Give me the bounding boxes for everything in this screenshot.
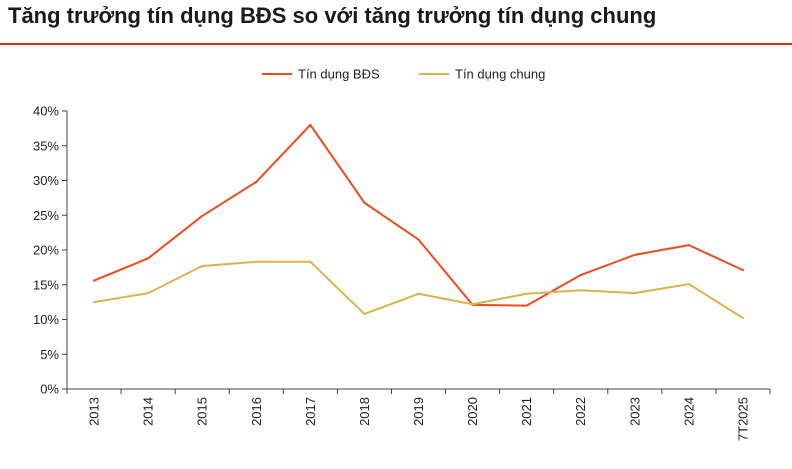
chart-title: Tăng trưởng tín dụng BĐS so với tăng trư… bbox=[8, 3, 657, 28]
series-line bbox=[93, 123, 744, 307]
legend: Tín dụng BĐS Tín dụng chung bbox=[262, 67, 545, 82]
data-point bbox=[633, 253, 636, 256]
x-tick-label: 7T2025 bbox=[735, 397, 750, 441]
data-point bbox=[525, 292, 528, 295]
data-point bbox=[363, 312, 366, 315]
data-point bbox=[147, 292, 150, 295]
data-point bbox=[471, 303, 474, 306]
data-point bbox=[579, 274, 582, 277]
y-tick-label: 20% bbox=[33, 243, 59, 258]
x-tick-label: 2017 bbox=[303, 397, 318, 426]
x-tick-label: 2020 bbox=[465, 397, 480, 426]
data-point bbox=[363, 201, 366, 204]
data-point bbox=[687, 283, 690, 286]
y-tick-label: 35% bbox=[33, 138, 59, 153]
y-tick-label: 25% bbox=[33, 208, 59, 223]
legend-label: Tín dụng chung bbox=[455, 67, 545, 82]
legend-label: Tín dụng BĐS bbox=[298, 67, 380, 82]
data-point bbox=[255, 180, 258, 183]
data-point bbox=[255, 260, 258, 263]
data-point bbox=[201, 264, 204, 267]
data-point bbox=[201, 214, 204, 217]
y-tick-label: 40% bbox=[33, 104, 59, 119]
y-tick-label: 30% bbox=[33, 173, 59, 188]
series-layer bbox=[93, 123, 744, 320]
x-tick-label: 2013 bbox=[87, 397, 102, 426]
series-line bbox=[93, 260, 744, 320]
x-tick-label: 2016 bbox=[249, 397, 264, 426]
data-point bbox=[309, 123, 312, 126]
y-tick-label: 10% bbox=[33, 312, 59, 327]
data-point bbox=[525, 304, 528, 307]
series-2 bbox=[93, 260, 744, 320]
data-point bbox=[741, 317, 744, 320]
data-point bbox=[633, 292, 636, 295]
data-point bbox=[741, 269, 744, 272]
x-tick-label: 2023 bbox=[627, 397, 642, 426]
data-point bbox=[147, 257, 150, 260]
data-point bbox=[93, 301, 96, 304]
data-point bbox=[417, 238, 420, 241]
data-point bbox=[93, 279, 96, 282]
x-tick-label: 2018 bbox=[357, 397, 372, 426]
x-tick-label: 2021 bbox=[519, 397, 534, 426]
x-tick-label: 2014 bbox=[141, 397, 156, 426]
series-1 bbox=[93, 123, 744, 307]
y-tick-label: 5% bbox=[40, 347, 59, 362]
title-divider bbox=[0, 43, 792, 45]
x-tick-label: 2022 bbox=[573, 397, 588, 426]
data-point bbox=[309, 260, 312, 263]
axes: 0% 5% 10% 15% 20% 25% 30% 35% 40% 2013 2014 2015 201… bbox=[33, 104, 771, 441]
data-point bbox=[417, 292, 420, 295]
data-point bbox=[579, 289, 582, 292]
y-tick-label: 15% bbox=[33, 277, 59, 292]
x-tick-label: 2015 bbox=[195, 397, 210, 426]
x-tick-label: 2024 bbox=[681, 397, 696, 426]
data-point bbox=[687, 244, 690, 247]
x-tick-label: 2019 bbox=[411, 397, 426, 426]
y-tick-label: 0% bbox=[40, 382, 59, 397]
